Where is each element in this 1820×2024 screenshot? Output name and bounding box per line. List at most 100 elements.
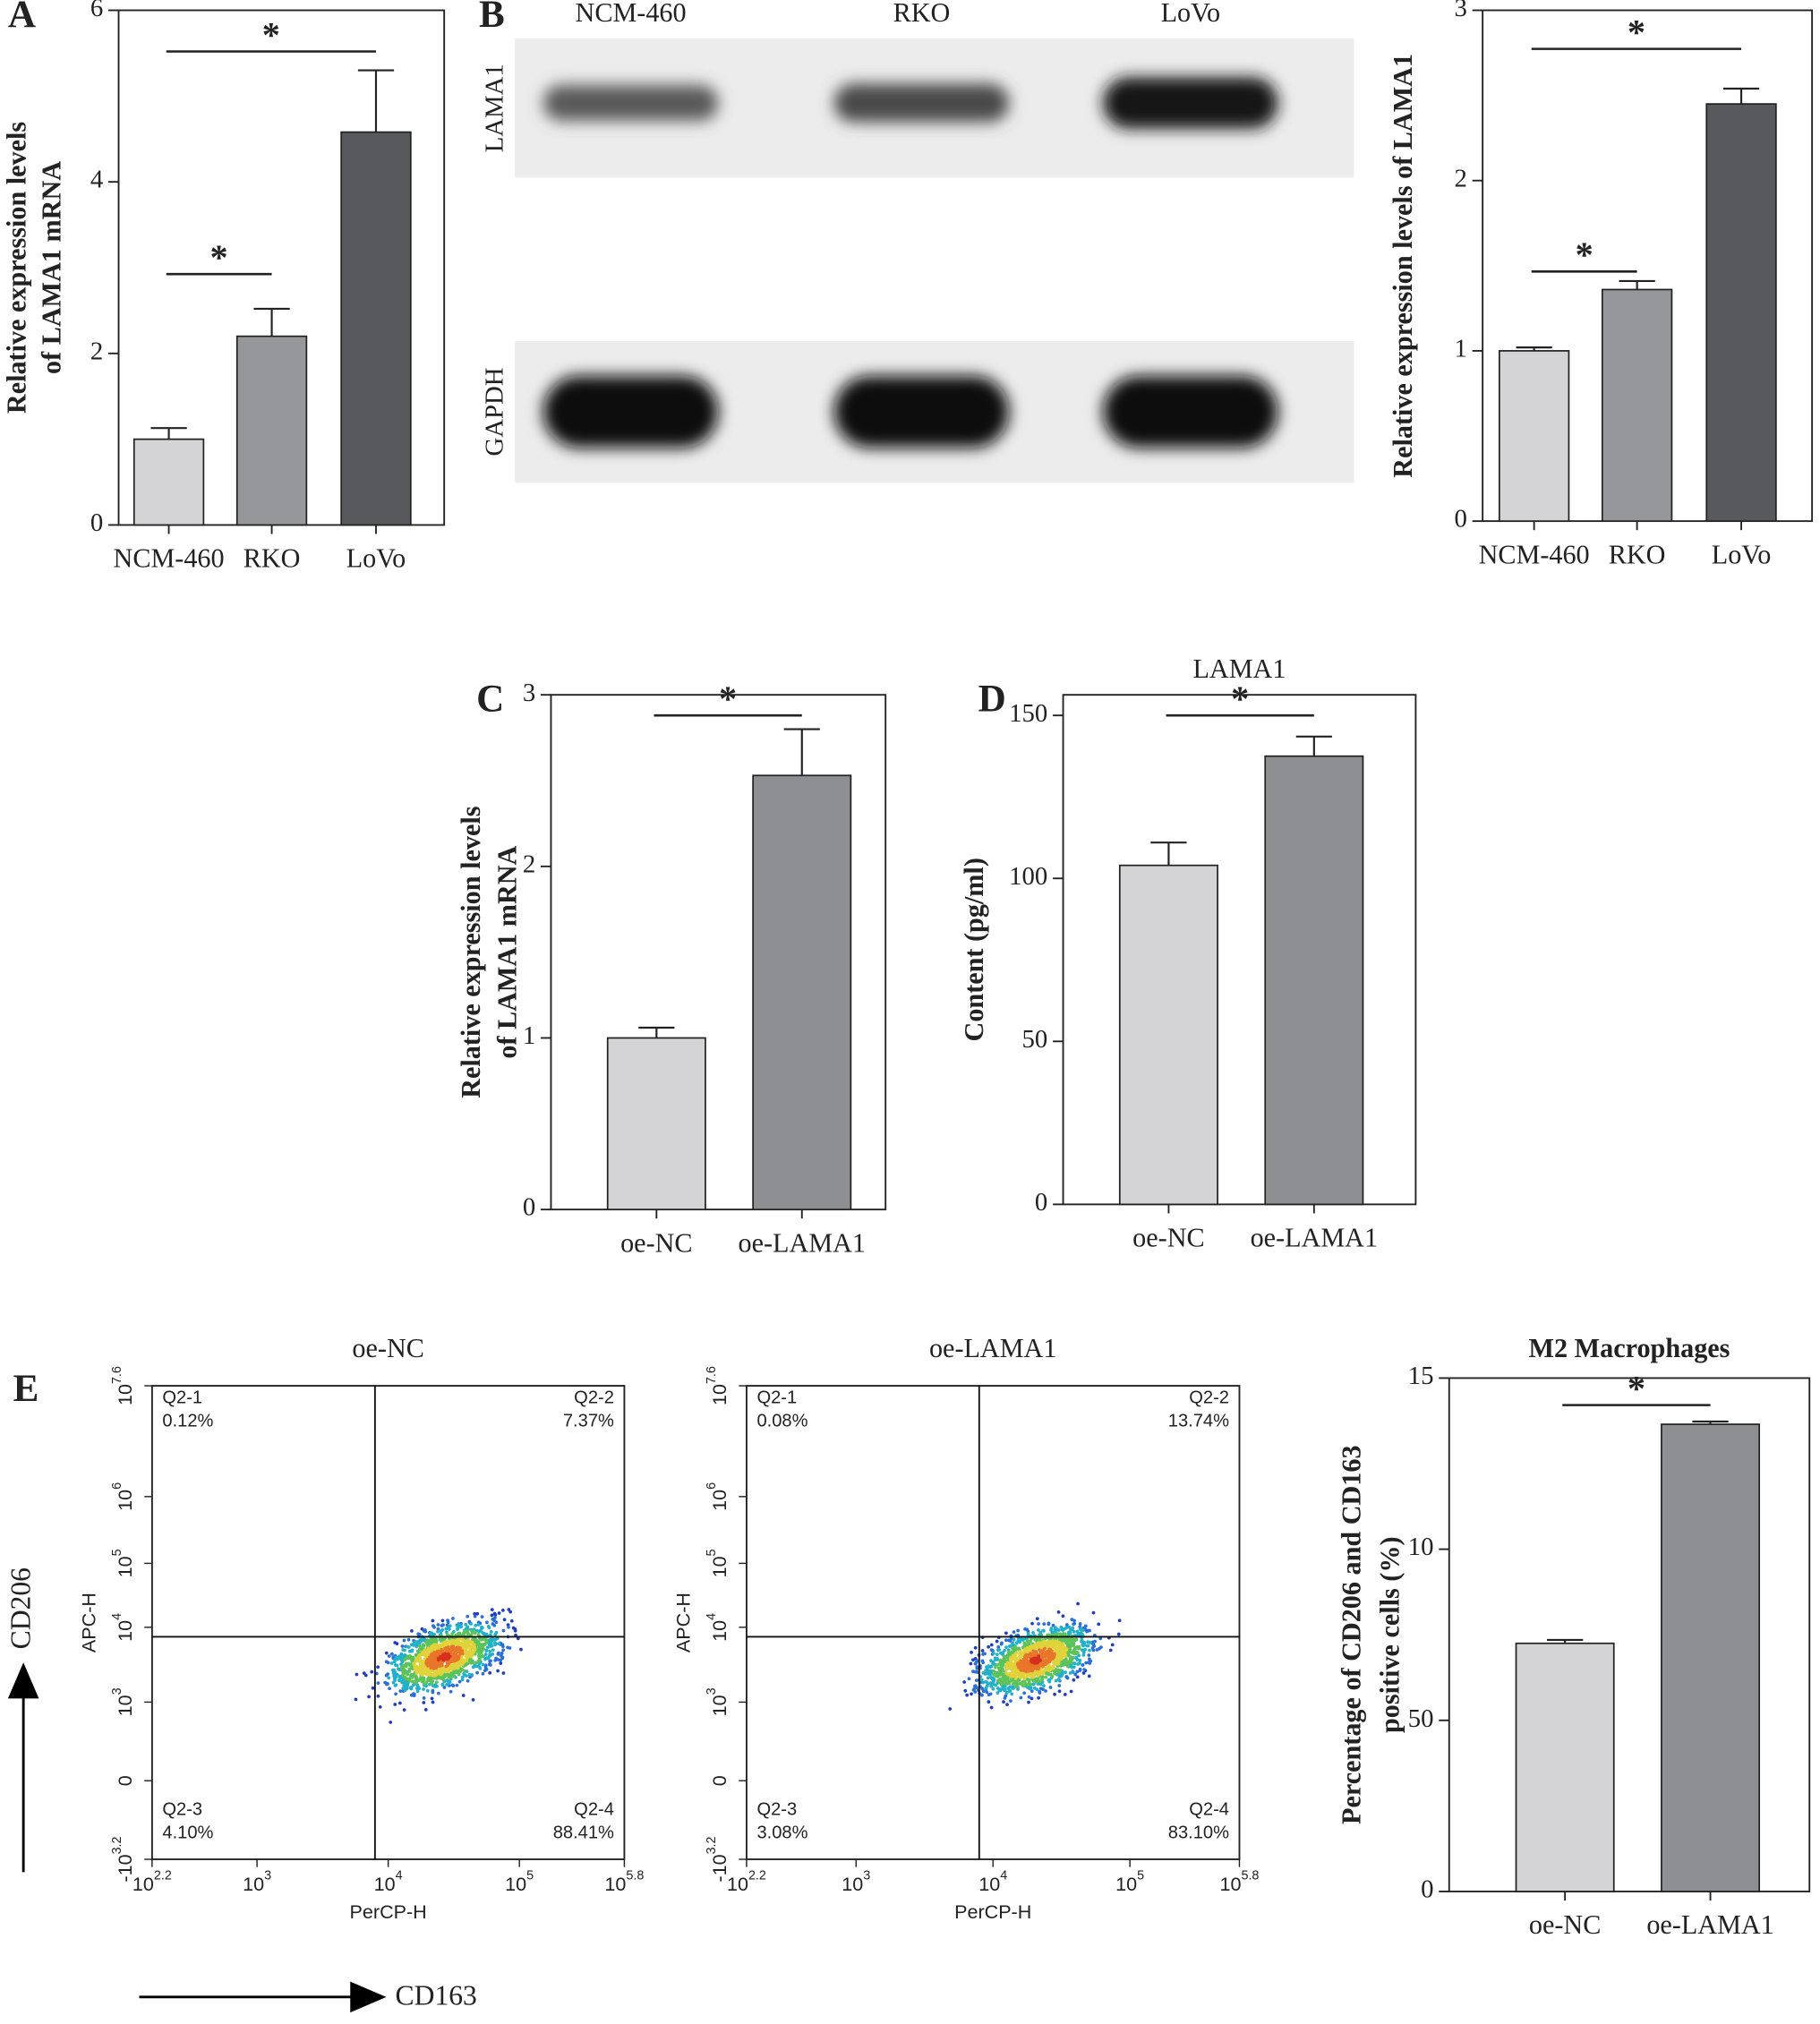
y-axis-label: Relative expression levels [456,807,486,1098]
y-tick-label-base: 10 [708,1556,731,1577]
cell-dot [970,1692,973,1696]
blot-band [1103,77,1278,129]
cell-dot [468,1649,472,1653]
cell-dot [969,1661,973,1666]
cell-dot [1078,1658,1082,1662]
cell-dot [481,1671,485,1676]
cell-dot [1091,1610,1096,1615]
cell-dot [431,1700,435,1704]
cell-dot [1014,1656,1019,1661]
cell-dot [506,1645,509,1650]
cell-dot [434,1680,439,1684]
panel-letter: E [13,1368,39,1410]
axis-arrows: CD206 CD163 [4,1567,477,2013]
cell-dot [492,1623,497,1627]
quadrant-name: Q2-4 [1189,1800,1229,1820]
cell-dot [986,1682,990,1686]
cell-dot [1022,1691,1027,1695]
cell-dot [497,1611,501,1615]
y-tick-label: -103.2 [705,1836,731,1882]
cell-dot [463,1669,466,1673]
cell-dot [476,1623,481,1627]
cell-dot [1013,1648,1018,1653]
bar [1498,350,1570,523]
cell-dot [478,1636,482,1641]
cell-dot [499,1661,503,1665]
y-tick-label-base: 10 [114,1695,136,1716]
quadrant-name: Q2-3 [756,1800,797,1820]
quadrant-name: Q2-3 [162,1800,202,1820]
significance-star: * [210,237,228,278]
cell-dot [474,1661,478,1665]
cell-dot [389,1721,393,1724]
cell-dot [1069,1627,1072,1632]
y-tick-label: 2 [1455,164,1467,192]
plot-frame [550,694,887,1211]
cell-dot [980,1649,985,1653]
cell-dot [989,1664,994,1669]
cell-dot [1041,1629,1046,1633]
blot-band [543,375,719,448]
cell-dot [1086,1640,1090,1644]
cell-dot [475,1611,480,1616]
cell-dot [996,1644,1001,1649]
cell-dot [417,1644,422,1648]
cell-dot [431,1618,435,1623]
cell-dot [415,1683,420,1687]
cell-dot [1004,1690,1009,1695]
cell-dot [457,1653,461,1658]
y-tick-label: 106 [705,1482,731,1511]
cell-dot [467,1672,472,1677]
y-axis-label: of LAMA1 mRNA [37,161,67,374]
cell-dot [1010,1685,1013,1689]
y-tick-label: 0 [1035,1188,1047,1217]
x-tick-label: oe-NC [1132,1223,1204,1253]
significance-star: * [1628,12,1645,52]
cell-dot [1066,1632,1071,1636]
band-label: LAMA1 [481,64,509,152]
cell-dot [1038,1630,1043,1635]
y-tick-label-exp: 6 [705,1482,719,1490]
significance-star: * [262,14,280,55]
x-tick-label: 105.8 [604,1868,644,1894]
y-tick-label: 104 [110,1613,136,1642]
cell-dot [378,1704,382,1709]
y-axis-title: CD206 [4,1567,36,1649]
cell-dot [1030,1696,1034,1701]
cell-dot [491,1653,495,1656]
cell-dot [1064,1626,1068,1630]
cell-dot [519,1647,523,1652]
cell-dot [508,1610,513,1614]
cell-dot [981,1680,986,1685]
x-tick-label-base: 10 [1220,1872,1242,1894]
cell-dot [471,1698,475,1702]
y-tick-label: 50 [1408,1704,1434,1732]
cell-dot [396,1657,399,1661]
bar [606,1037,706,1211]
cell-dot [422,1696,426,1700]
cell-dot [1072,1622,1076,1627]
cell-dot [988,1692,993,1696]
x-tick-label-base: 10 [1115,1872,1137,1894]
cell-dot [425,1688,430,1693]
significance-star: * [1576,235,1594,275]
cell-dot [431,1688,435,1693]
cell-dot [1044,1675,1048,1679]
x-tick-label: NCM-460 [1479,539,1590,569]
cell-dot [481,1643,485,1646]
y-tick-label: 0 [1421,1875,1433,1904]
cell-dot [1067,1625,1072,1629]
y-tick-label-exp: 3 [705,1687,719,1695]
bar [1705,103,1777,523]
cell-dot [367,1695,371,1699]
cell-dot [999,1642,1004,1646]
cell-dot [987,1700,991,1704]
cell-dot [392,1660,397,1664]
bar [1118,864,1218,1206]
cell-dot [1021,1638,1025,1642]
cell-dot [395,1663,399,1668]
cell-dot [1064,1670,1068,1675]
cell-dot [987,1644,991,1649]
cell-dot [474,1623,478,1627]
cell-dot [1061,1614,1065,1618]
